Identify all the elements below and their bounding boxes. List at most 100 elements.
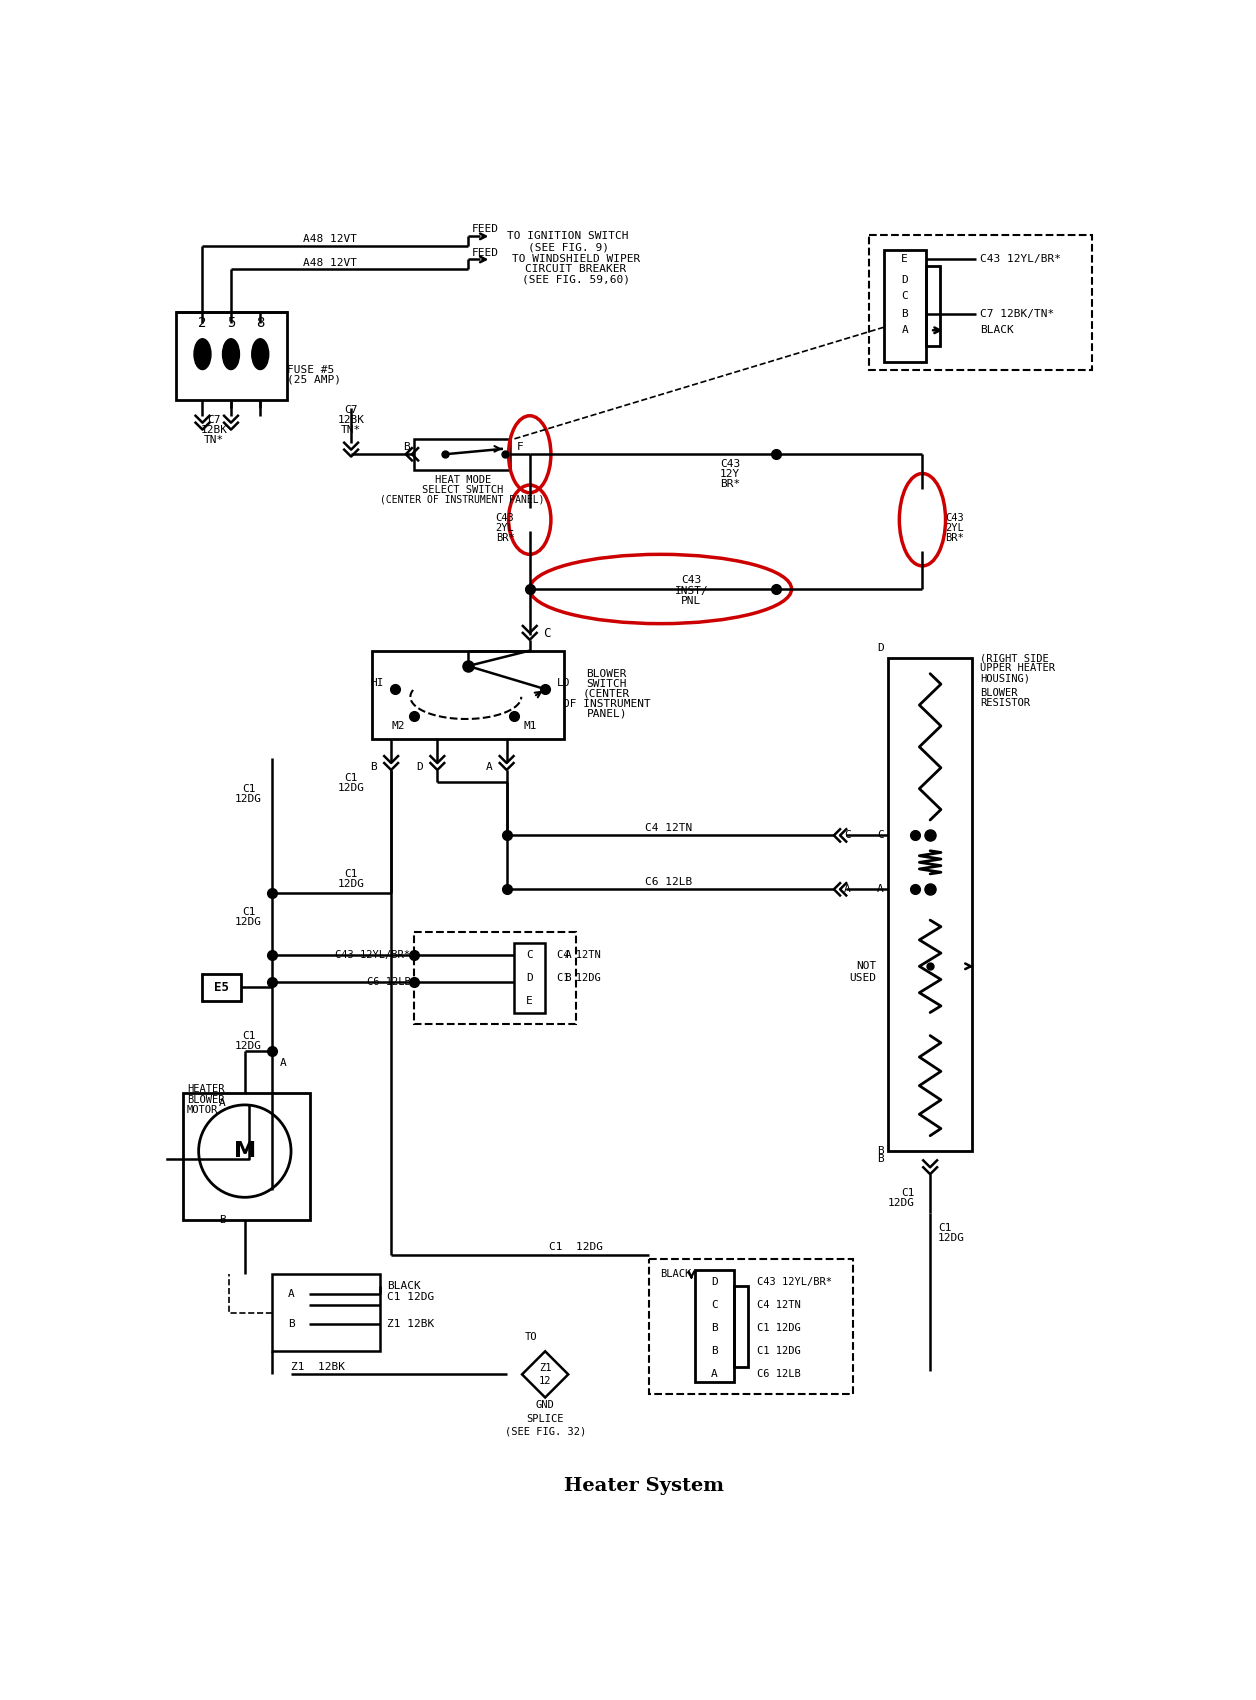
Text: A48 12VT: A48 12VT [303, 257, 357, 267]
Text: (SEE FIG. 32): (SEE FIG. 32) [505, 1426, 585, 1436]
Text: FEED: FEED [472, 248, 499, 257]
Text: 12DG: 12DG [888, 1198, 914, 1209]
Text: USED: USED [849, 972, 877, 983]
Text: TO WINDSHIELD WIPER: TO WINDSHIELD WIPER [511, 255, 641, 265]
Text: C43 12YL/BR*: C43 12YL/BR* [757, 1277, 831, 1287]
Text: B: B [902, 309, 908, 320]
Text: B: B [219, 1216, 226, 1226]
Text: TN*: TN* [203, 435, 224, 445]
Text: C: C [526, 950, 533, 960]
Ellipse shape [251, 338, 269, 369]
Text: C43 12YL/BR*: C43 12YL/BR* [980, 255, 1061, 265]
Text: C43: C43 [496, 513, 515, 524]
Ellipse shape [222, 338, 240, 369]
Text: C43: C43 [720, 459, 740, 469]
Text: TO IGNITION SWITCH: TO IGNITION SWITCH [507, 231, 629, 241]
Text: C1: C1 [344, 869, 358, 879]
Text: C: C [544, 627, 551, 641]
Text: C43: C43 [681, 575, 702, 585]
Text: Z1: Z1 [539, 1363, 551, 1374]
Text: A: A [844, 884, 850, 894]
Text: A48 12VT: A48 12VT [303, 235, 357, 245]
Text: (SEE FIG. 9): (SEE FIG. 9) [528, 241, 609, 252]
Text: 12DG: 12DG [338, 879, 364, 889]
Text: BLACK: BLACK [661, 1270, 692, 1280]
Text: F: F [517, 442, 524, 452]
Text: B: B [403, 442, 409, 452]
Text: C: C [902, 291, 908, 301]
Text: B: B [711, 1323, 718, 1333]
Text: C1 12DG: C1 12DG [757, 1323, 800, 1333]
Text: C1: C1 [242, 908, 255, 918]
Text: Z1 12BK: Z1 12BK [387, 1319, 435, 1329]
Text: 12BK: 12BK [201, 425, 227, 435]
Bar [271, 1275, 379, 1352]
Text: C7: C7 [344, 405, 358, 415]
Text: M1: M1 [524, 721, 538, 731]
Text: (CENTER OF INSTRUMENT PANEL): (CENTER OF INSTRUMENT PANEL) [381, 495, 545, 505]
Text: A: A [711, 1370, 718, 1379]
Text: C1: C1 [902, 1188, 914, 1198]
Text: SELECT SWITCH: SELECT SWITCH [422, 484, 504, 495]
Text: 12DG: 12DG [938, 1232, 965, 1243]
Text: LO: LO [556, 678, 570, 689]
Text: (RIGHT SIDE: (RIGHT SIDE [980, 653, 1049, 663]
Bar [649, 1260, 853, 1394]
Text: C1  12DG: C1 12DG [549, 1243, 603, 1253]
Text: GND: GND [536, 1401, 554, 1411]
Text: INST/: INST/ [674, 585, 708, 595]
Text: M: M [234, 1141, 256, 1161]
Text: BLACK: BLACK [980, 325, 1014, 335]
Text: 12BK: 12BK [338, 415, 364, 425]
Text: 8: 8 [256, 316, 265, 330]
Text: 2: 2 [198, 316, 207, 330]
Text: C: C [711, 1300, 718, 1311]
Text: C4 12TN: C4 12TN [644, 823, 692, 833]
Text: C: C [844, 830, 850, 840]
Text: FEED: FEED [472, 224, 499, 235]
Text: C1: C1 [242, 784, 255, 794]
Text: E: E [526, 996, 533, 1006]
Text: A: A [219, 1098, 226, 1108]
Text: C1: C1 [242, 1030, 255, 1040]
Bar [414, 439, 510, 469]
Text: 12DG: 12DG [338, 782, 364, 792]
Text: 2YL: 2YL [946, 524, 965, 534]
Bar [888, 658, 972, 1151]
Bar [926, 265, 941, 347]
Text: 12DG: 12DG [235, 1040, 263, 1051]
Text: PNL: PNL [681, 597, 702, 607]
Text: C: C [877, 830, 884, 840]
Text: C1 12DG: C1 12DG [556, 972, 600, 983]
Text: NOT: NOT [857, 960, 877, 971]
Text: B: B [877, 1154, 884, 1165]
Ellipse shape [193, 338, 211, 369]
Text: C4 12TN: C4 12TN [757, 1300, 800, 1311]
Text: B: B [564, 972, 571, 983]
Text: C1 12DG: C1 12DG [387, 1292, 435, 1302]
Text: BR*: BR* [946, 534, 965, 544]
Text: D: D [417, 762, 423, 772]
Text: C7 12BK/TN*: C7 12BK/TN* [980, 309, 1055, 320]
Text: MOTOR: MOTOR [187, 1105, 219, 1115]
Text: C1: C1 [344, 774, 358, 782]
Text: 12Y: 12Y [720, 469, 740, 479]
Text: A: A [486, 762, 492, 772]
Bar [869, 235, 1091, 369]
Text: PANEL): PANEL) [587, 709, 627, 719]
Text: B: B [288, 1319, 294, 1329]
Text: B: B [711, 1346, 718, 1357]
Text: BR*: BR* [496, 534, 515, 544]
Text: 12DG: 12DG [235, 794, 263, 804]
Text: A: A [902, 325, 908, 335]
Text: C4 12TN: C4 12TN [556, 950, 600, 960]
Text: HEATER: HEATER [187, 1085, 225, 1095]
Text: BLOWER: BLOWER [187, 1095, 225, 1105]
Text: B: B [877, 1146, 884, 1156]
Text: C43 12YL/BR*: C43 12YL/BR* [335, 950, 411, 960]
Text: (CENTER: (CENTER [583, 688, 631, 699]
Bar [176, 311, 288, 401]
Bar [734, 1285, 747, 1367]
Text: SWITCH: SWITCH [587, 678, 627, 689]
Bar [515, 944, 545, 1013]
